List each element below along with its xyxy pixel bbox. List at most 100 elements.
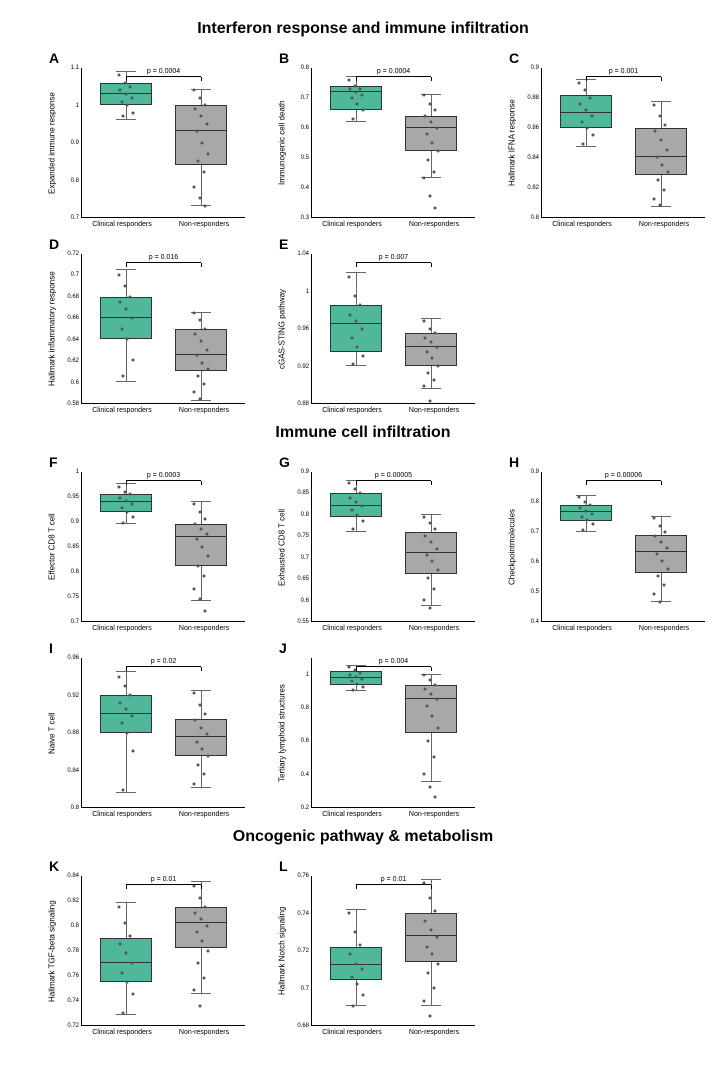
data-point <box>132 515 135 518</box>
y-tick: 0.4 <box>531 619 539 625</box>
data-point <box>352 117 355 120</box>
data-point <box>665 547 668 550</box>
data-point <box>204 906 207 909</box>
data-point <box>362 685 365 688</box>
data-point <box>424 534 427 537</box>
data-point <box>359 943 362 946</box>
y-tick: 0.74 <box>67 998 79 1004</box>
data-point <box>349 87 352 90</box>
y-tick: 0.7 <box>301 95 309 101</box>
boxplot-E: EcGAS-STING pathway0.880.920.9611.04p = … <box>275 236 475 414</box>
y-axis-label: Expanded immune response <box>45 68 59 218</box>
data-point <box>422 598 425 601</box>
panel-letter: G <box>279 454 475 470</box>
data-point <box>132 750 135 753</box>
data-point <box>428 522 431 525</box>
data-point <box>428 327 431 330</box>
data-point <box>422 93 425 96</box>
data-point <box>662 189 665 192</box>
y-tick: 0.75 <box>67 594 79 600</box>
p-value: p = 0.0003 <box>147 472 180 479</box>
p-value: p = 0.007 <box>379 254 408 261</box>
data-point <box>125 308 128 311</box>
data-point <box>356 346 359 349</box>
data-point <box>198 510 201 513</box>
y-tick: 0.75 <box>297 533 309 539</box>
chart-area: p = 0.01 <box>81 876 245 1026</box>
y-tick: 0.76 <box>297 873 309 879</box>
data-point <box>362 355 365 358</box>
data-point <box>353 294 356 297</box>
data-point <box>125 708 128 711</box>
data-point <box>123 684 126 687</box>
data-point <box>207 555 210 558</box>
y-tick: 0.8 <box>71 805 79 811</box>
y-axis: 0.580.60.620.640.660.680.70.72 <box>59 254 81 404</box>
data-point <box>425 705 428 708</box>
data-point <box>192 989 195 992</box>
data-point <box>422 515 425 518</box>
data-point <box>658 524 661 527</box>
data-point <box>428 679 431 682</box>
y-axis: 0.40.50.60.70.80.9 <box>519 472 541 622</box>
data-point <box>347 912 350 915</box>
data-point <box>657 575 660 578</box>
chart-area: p = 0.004 <box>311 658 475 808</box>
data-point <box>431 714 434 717</box>
data-point <box>424 114 427 117</box>
data-point <box>129 295 132 298</box>
data-point <box>132 992 135 995</box>
data-point <box>434 207 437 210</box>
data-point <box>120 722 123 725</box>
data-point <box>434 796 437 799</box>
x-category-label: Non-responders <box>393 407 475 414</box>
data-point <box>195 538 198 541</box>
y-axis: 0.70.750.80.850.90.951 <box>59 472 81 622</box>
panel-letter: B <box>279 50 475 66</box>
panel-letter: A <box>49 50 245 66</box>
data-point <box>360 677 363 680</box>
y-tick: 0.65 <box>297 576 309 582</box>
y-tick: 0.9 <box>531 469 539 475</box>
x-category-label: Non-responders <box>393 625 475 632</box>
data-point <box>126 338 129 341</box>
x-category-label: Clinical responders <box>311 1029 393 1036</box>
y-axis-label: Tertiary lymphoid structures <box>275 658 289 808</box>
y-tick: 0.6 <box>531 559 539 565</box>
y-axis: 0.680.70.720.740.76 <box>289 876 311 1026</box>
y-tick: 0.8 <box>301 512 309 518</box>
data-point <box>586 518 589 521</box>
data-point <box>362 994 365 997</box>
data-point <box>205 348 208 351</box>
data-point <box>199 115 202 118</box>
data-point <box>659 138 662 141</box>
y-tick: 0.76 <box>67 973 79 979</box>
y-tick: 1 <box>76 103 79 109</box>
data-point <box>425 350 428 353</box>
box-responder <box>100 297 152 340</box>
y-tick: 0.88 <box>67 730 79 736</box>
data-point <box>117 485 120 488</box>
x-category-label: Clinical responders <box>81 1029 163 1036</box>
y-tick: 0.74 <box>297 911 309 917</box>
y-tick: 0.9 <box>71 519 79 525</box>
panel-row: AExpanded immune response0.70.80.911.1p … <box>0 50 726 228</box>
data-point <box>589 96 592 99</box>
y-tick: 0.72 <box>67 251 79 257</box>
data-point <box>350 336 353 339</box>
data-point <box>425 132 428 135</box>
data-point <box>652 593 655 596</box>
p-value: p = 0.01 <box>151 876 177 883</box>
y-tick: 0.95 <box>67 494 79 500</box>
data-point <box>424 919 427 922</box>
y-tick: 0.7 <box>301 555 309 561</box>
data-point <box>125 951 128 954</box>
data-point <box>204 104 207 107</box>
data-point <box>422 999 425 1002</box>
chart-area: p = 0.0004 <box>311 68 475 218</box>
data-point <box>122 521 125 524</box>
data-point <box>201 141 204 144</box>
data-point <box>125 93 128 96</box>
data-point <box>120 327 123 330</box>
data-point <box>202 575 205 578</box>
